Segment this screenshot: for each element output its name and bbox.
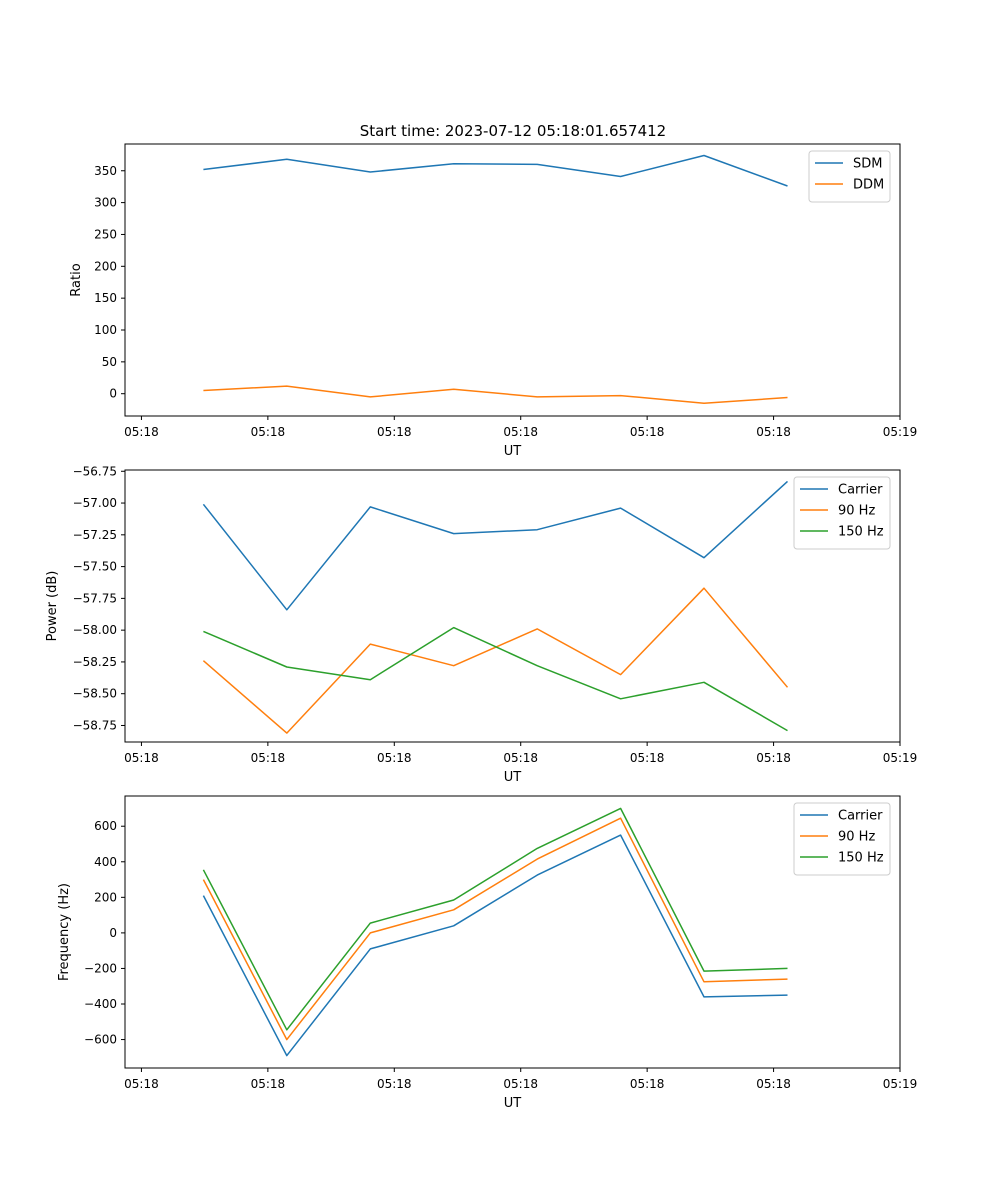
y-tick-label: 200 (94, 890, 117, 904)
x-tick-label: 05:18 (503, 751, 538, 765)
y-tick-label: −57.75 (73, 591, 117, 605)
x-tick-label: 05:18 (630, 425, 665, 439)
legend-label: SDM (853, 157, 882, 172)
x-tick-label: 05:18 (756, 751, 791, 765)
plot-frame (124, 469, 901, 743)
x-tick-label: 05:18 (124, 425, 159, 439)
y-tick-label: −600 (84, 1033, 117, 1047)
figure-title: Start time: 2023-07-12 05:18:01.657412 (360, 122, 666, 140)
legend: SDM DDM (808, 150, 891, 203)
y-tick-label: −200 (84, 961, 117, 975)
x-axis-label: UT (504, 770, 522, 785)
chart-ratio: 05:18 05:18 05:18 05:18 05:18 05:18 05:19 0 50 10… (69, 143, 918, 459)
series-line-150-hz (203, 626, 788, 732)
x-tick-label: 05:18 (503, 425, 538, 439)
x-axis-label: UT (504, 444, 522, 459)
series-line-90-hz (202, 817, 788, 1041)
series-line-90-hz (202, 587, 789, 734)
legend: Carrier 90 Hz 150 Hz (793, 802, 891, 876)
series-line-carrier (202, 834, 788, 1057)
x-tick-label: 05:18 (377, 751, 412, 765)
y-tick-label: 0 (109, 387, 117, 401)
y-tick-label: −58.50 (73, 687, 117, 701)
y-tick-label: 0 (109, 926, 117, 940)
x-tick-label: 05:18 (251, 425, 286, 439)
chart-power: 05:18 05:18 05:18 05:18 05:18 05:18 05:19 −58.7… (45, 464, 917, 785)
series-line-sdm (203, 154, 788, 187)
y-axis-label: Power (dB) (45, 571, 60, 642)
y-tick-label: 300 (94, 196, 117, 210)
y-tick-label: −58.00 (73, 623, 117, 637)
x-axis-label: UT (504, 1096, 522, 1111)
y-tick-label: −400 (84, 997, 117, 1011)
y-tick-label: 150 (94, 291, 117, 305)
y-tick-label: −57.25 (73, 528, 117, 542)
legend-label: 90 Hz (838, 830, 875, 845)
legend-label: 150 Hz (838, 525, 884, 540)
series-line-ddm (203, 385, 788, 405)
x-tick-label: 05:18 (251, 751, 286, 765)
x-tick-label: 05:18 (630, 751, 665, 765)
x-tick-label: 05:19 (883, 1077, 918, 1091)
y-tick-label: 400 (94, 855, 117, 869)
x-tick-label: 05:18 (630, 1077, 665, 1091)
y-tick-label: −58.75 (73, 718, 117, 732)
y-tick-label: 600 (94, 819, 117, 833)
x-tick-label: 05:18 (124, 751, 159, 765)
legend-label: DDM (853, 178, 884, 193)
x-tick-label: 05:18 (124, 1077, 159, 1091)
legend-label: 150 Hz (838, 851, 884, 866)
series-line-150-hz (202, 807, 788, 1031)
x-tick-label: 05:18 (377, 1077, 412, 1091)
y-tick-label: −58.25 (73, 655, 117, 669)
x-tick-label: 05:19 (883, 425, 918, 439)
x-tick-label: 05:19 (883, 751, 918, 765)
x-tick-label: 05:18 (756, 1077, 791, 1091)
y-tick-label: 200 (94, 259, 117, 273)
y-tick-label: −57.00 (73, 496, 117, 510)
y-tick-label: 350 (94, 164, 117, 178)
legend: Carrier 90 Hz 150 Hz (793, 476, 891, 550)
plot-frame (124, 795, 901, 1069)
y-tick-label: 50 (102, 355, 117, 369)
legend-label: Carrier (838, 483, 883, 498)
y-tick-label: −57.50 (73, 560, 117, 574)
legend-label: 90 Hz (838, 504, 875, 519)
legend-label: Carrier (838, 809, 883, 824)
series-line-carrier (202, 480, 789, 611)
x-tick-label: 05:18 (503, 1077, 538, 1091)
y-tick-label: 250 (94, 227, 117, 241)
y-tick-label: 100 (94, 323, 117, 337)
chart-frequency: 05:18 05:18 05:18 05:18 05:18 05:18 05:19 −600 −… (57, 795, 918, 1111)
y-axis-label: Frequency (Hz) (57, 883, 72, 981)
x-tick-label: 05:18 (756, 425, 791, 439)
y-tick-label: −56.75 (73, 464, 117, 478)
plot-frame (124, 143, 901, 417)
y-axis-label: Ratio (69, 263, 84, 296)
x-tick-label: 05:18 (377, 425, 412, 439)
x-tick-label: 05:18 (251, 1077, 286, 1091)
